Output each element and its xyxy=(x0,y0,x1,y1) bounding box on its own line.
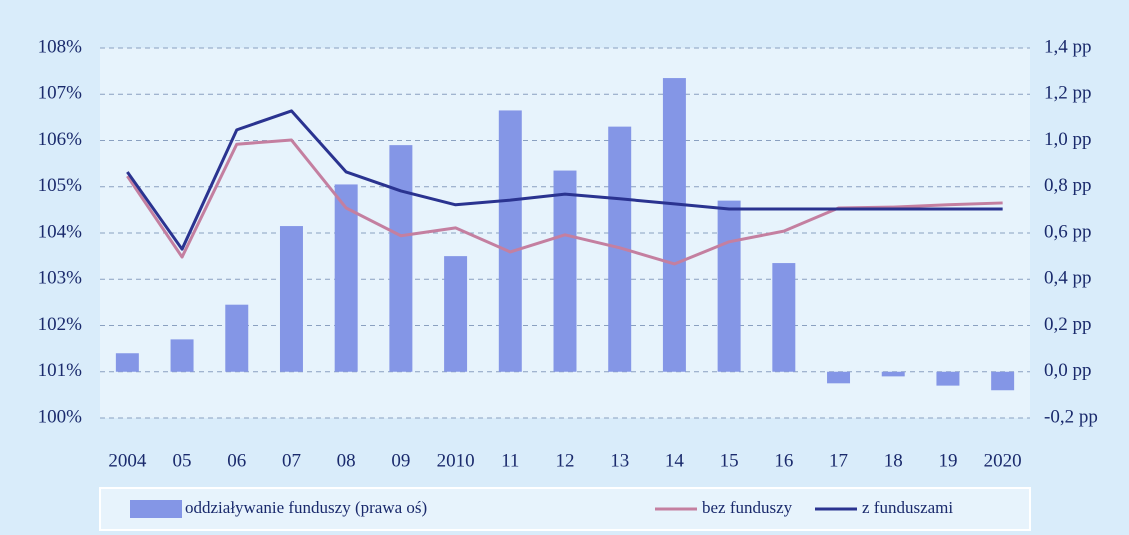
y2-tick-label: 0,2 pp xyxy=(1044,314,1092,335)
x-tick-label: 06 xyxy=(227,450,246,471)
bar xyxy=(279,226,303,372)
legend-label: z funduszami xyxy=(862,498,953,517)
legend-box xyxy=(99,487,1031,531)
y2-tick-label: 1,2 pp xyxy=(1044,83,1092,104)
legend-label: bez funduszy xyxy=(702,498,793,517)
x-tick-label: 14 xyxy=(665,450,685,471)
y-tick-label: 106% xyxy=(38,129,83,150)
x-tick-label: 12 xyxy=(556,450,575,471)
y2-tick-label: 0,8 pp xyxy=(1044,175,1092,196)
y2-tick-label: 0,6 pp xyxy=(1044,221,1092,242)
x-tick-label: 08 xyxy=(337,450,356,471)
y-tick-label: 103% xyxy=(38,268,83,289)
bar xyxy=(444,256,468,372)
bar xyxy=(936,371,960,386)
y-tick-label: 108% xyxy=(38,36,83,57)
bar xyxy=(115,353,139,372)
x-tick-label: 18 xyxy=(884,450,903,471)
bar xyxy=(991,371,1015,391)
x-tick-label: 2004 xyxy=(108,450,147,471)
y2-tick-label: 1,4 pp xyxy=(1044,36,1092,57)
bar xyxy=(170,339,194,372)
bar xyxy=(225,304,249,372)
y2-tick-label: 0,4 pp xyxy=(1044,268,1092,289)
bar xyxy=(827,371,851,384)
bar xyxy=(334,184,358,372)
y-tick-label: 102% xyxy=(38,314,83,335)
bar xyxy=(553,170,577,372)
x-tick-label: 13 xyxy=(610,450,629,471)
x-tick-label: 11 xyxy=(501,450,519,471)
x-tick-label: 09 xyxy=(391,450,410,471)
x-tick-label: 2020 xyxy=(984,450,1022,471)
y-tick-label: 105% xyxy=(38,175,83,196)
bar xyxy=(389,145,413,372)
line xyxy=(126,109,1003,251)
bar xyxy=(881,371,905,377)
y-tick-label: 101% xyxy=(38,360,83,381)
bar xyxy=(662,78,686,372)
x-tick-label: 16 xyxy=(774,450,793,471)
bar xyxy=(772,263,796,372)
y-tick-label: 107% xyxy=(38,83,83,104)
x-tick-label: 17 xyxy=(829,450,848,471)
x-tick-label: 2010 xyxy=(437,450,475,471)
x-tick-label: 15 xyxy=(720,450,739,471)
x-tick-label: 05 xyxy=(173,450,192,471)
y-tick-label: 100% xyxy=(38,406,83,427)
bar xyxy=(498,110,522,372)
legend-label: oddziaływanie funduszy (prawa oś) xyxy=(185,498,427,517)
y2-tick-label: 1,0 pp xyxy=(1044,129,1092,150)
x-tick-label: 07 xyxy=(282,450,301,471)
y2-tick-label: -0,2 pp xyxy=(1044,406,1098,427)
bar xyxy=(717,200,741,372)
legend-swatch xyxy=(130,500,182,518)
y2-tick-label: 0,0 pp xyxy=(1044,360,1092,381)
x-tick-label: 19 xyxy=(938,450,957,471)
y-tick-label: 104% xyxy=(38,221,83,242)
